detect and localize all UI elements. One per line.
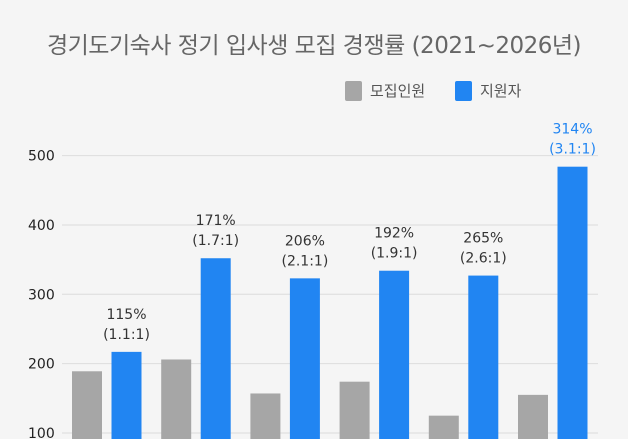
y-tick-label: 400 [28,218,55,234]
y-tick-label: 300 [28,287,55,303]
data-label-ratio: (1.1:1) [103,327,150,343]
data-label-percent: 314% [552,122,592,138]
y-tick-label: 500 [28,149,55,165]
bar-applicants [379,270,410,439]
data-label-ratio: (2.6:1) [460,251,507,267]
data-label-ratio: (1.9:1) [371,246,418,262]
data-label-ratio: (3.1:1) [549,142,596,158]
y-tick-label: 200 [28,357,55,373]
data-label-percent: 265% [463,231,503,247]
data-label-percent: 171% [196,213,236,229]
bar-recruits [518,394,548,439]
y-tick-label: 100 [28,426,55,439]
bar-applicants [289,278,320,439]
bar-recruits [428,415,459,439]
bar-applicants [111,351,142,439]
bar-recruits [72,371,102,439]
legend-swatch-gray [345,80,362,101]
bar-recruits [339,381,370,439]
data-label-percent: 206% [285,233,325,249]
bar-applicants [557,166,588,439]
legend-label: 모집인원 [370,82,426,100]
legend-label: 지원자 [480,82,522,100]
data-label-ratio: (2.1:1) [281,253,328,269]
data-label-percent: 192% [374,226,414,242]
legend-item-recruits: 모집인원 [345,80,425,101]
bar-applicants [200,258,231,439]
bar-recruits [250,393,281,439]
bar-recruits [161,359,192,439]
legend-swatch-blue [455,80,472,101]
data-label-ratio: (1.7:1) [192,233,239,249]
data-label-percent: 115% [106,307,146,323]
bar-applicants [468,275,499,439]
chart-title: 경기도기숙사 정기 입사생 모집 경쟁률 (2021~2026년) [46,33,582,59]
legend-item-applicants: 지원자 [455,80,521,101]
